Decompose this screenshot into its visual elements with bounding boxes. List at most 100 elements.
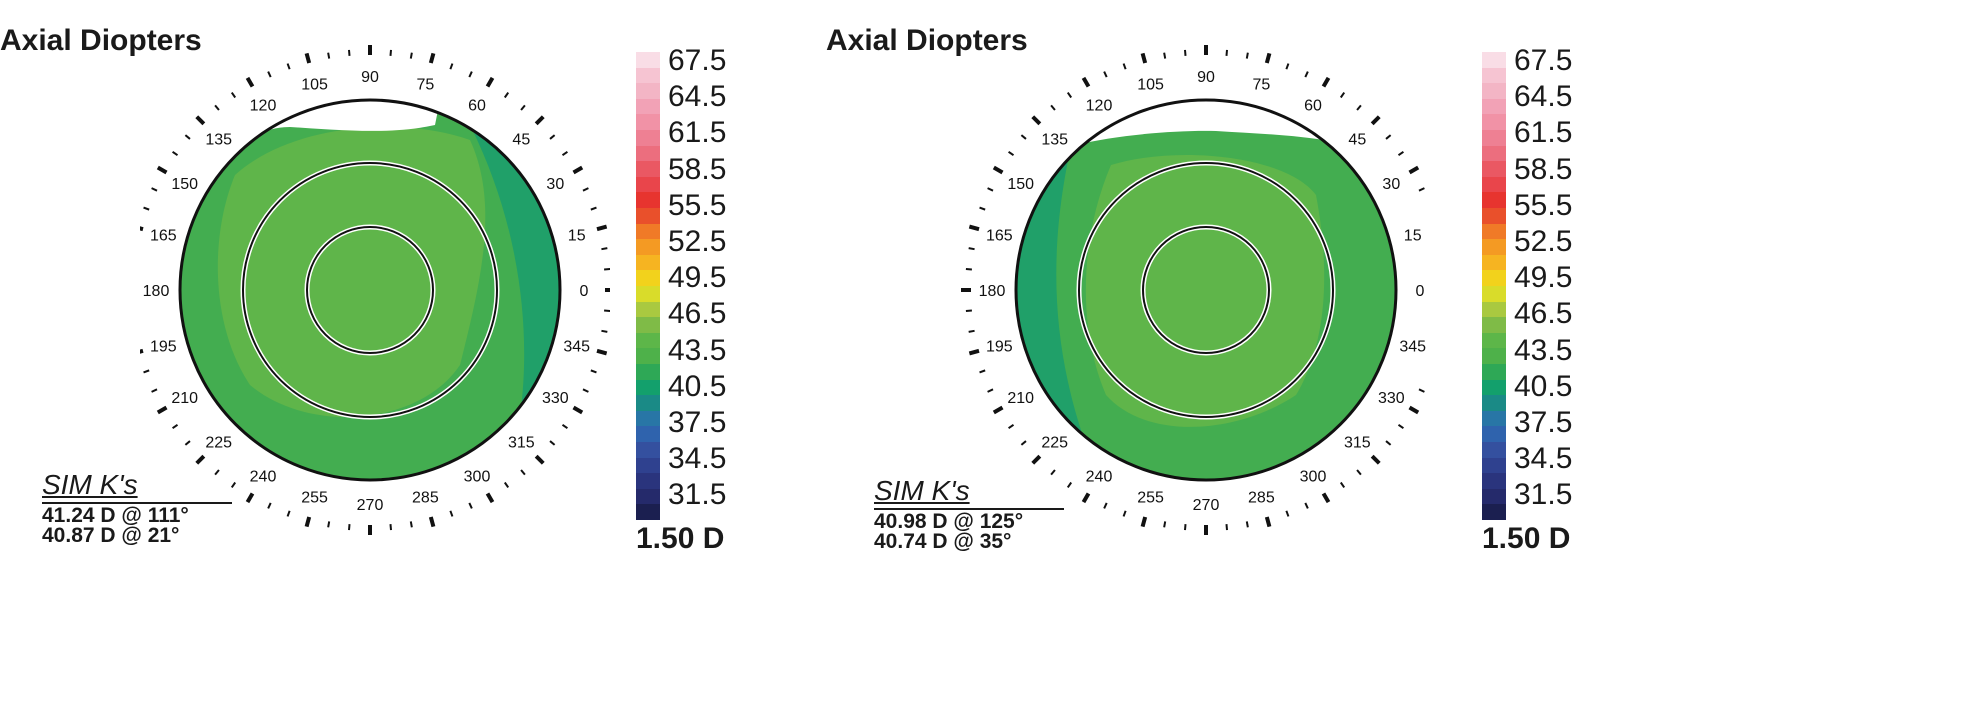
degree-label: 15 xyxy=(568,228,586,245)
scale-swatch xyxy=(1482,332,1506,349)
scale-step: 1.50 D xyxy=(636,522,725,555)
degree-tick xyxy=(485,492,495,504)
degree-label: 120 xyxy=(250,98,277,115)
degree-label: 105 xyxy=(1137,76,1164,93)
degree-label: 0 xyxy=(580,283,589,300)
scale-label: 58.5 xyxy=(668,152,727,186)
scale-swatch xyxy=(636,379,660,396)
corneal-topography-map: 0 15 30 45 60 75 90 105 120 135 150 165 180 195 210 225… xyxy=(140,45,610,535)
scale-swatch xyxy=(636,83,660,100)
degree-label: 15 xyxy=(1404,228,1422,245)
scale-label: 52.5 xyxy=(1514,225,1573,258)
degree-tick xyxy=(230,92,237,99)
degree-ticks xyxy=(140,45,610,535)
degree-tick xyxy=(151,187,158,192)
degree-tick xyxy=(534,454,545,465)
degree-tick xyxy=(409,52,413,59)
degree-tick xyxy=(1339,481,1346,488)
degree-tick xyxy=(1397,423,1404,430)
sim-k-heading: SIM K's xyxy=(42,469,138,500)
degree-label: 60 xyxy=(468,98,486,115)
scale-label: 55.5 xyxy=(668,188,727,222)
degree-tick xyxy=(267,71,272,78)
scale-swatch xyxy=(636,161,660,178)
scale-swatch xyxy=(636,145,660,162)
sim-k-readout: SIM K's 40.98 D @ 125° 40.74 D @ 35° xyxy=(874,476,1064,552)
degree-tick xyxy=(1304,71,1309,78)
degree-label: 135 xyxy=(205,132,232,149)
scale-swatch xyxy=(1482,442,1506,459)
degree-tick xyxy=(968,247,975,251)
degree-tick xyxy=(1163,521,1167,528)
degree-tick xyxy=(987,187,994,192)
degree-label: 225 xyxy=(205,434,232,451)
sim-k-flat: 40.74 D @ 35° xyxy=(874,530,1012,553)
scale-swatch xyxy=(1482,161,1506,178)
sim-k-heading: SIM K's xyxy=(874,475,970,506)
scale-swatch xyxy=(636,457,660,474)
degree-tick xyxy=(520,104,526,111)
degree-tick xyxy=(286,510,291,517)
degree-labels: 0 15 30 45 60 75 90 105 120 135 150 165 180 195 210 225… xyxy=(143,69,591,514)
scale-swatch xyxy=(636,348,660,365)
scale-swatch xyxy=(1482,192,1506,209)
degree-tick xyxy=(582,187,589,192)
degree-label: 135 xyxy=(1041,132,1068,149)
degree-label: 210 xyxy=(1007,390,1034,407)
map-title: Axial Diopters xyxy=(0,24,202,57)
degree-tick xyxy=(1385,134,1392,140)
scale-label: 49.5 xyxy=(668,261,727,295)
left-map-panel: Axial Diopters 0 15 30 45 60 75 90 105 120 135 150… xyxy=(0,24,727,555)
scale-label: 64.5 xyxy=(668,80,727,114)
scale-swatch xyxy=(636,473,660,490)
degree-tick xyxy=(1245,521,1249,528)
scale-swatch xyxy=(1482,379,1506,396)
degree-tick xyxy=(214,469,220,476)
scale-swatch xyxy=(636,67,660,84)
degree-tick xyxy=(549,440,556,446)
degree-tick xyxy=(520,469,526,476)
degree-tick xyxy=(549,134,556,140)
scale-swatch xyxy=(636,130,660,147)
degree-tick xyxy=(1081,76,1091,88)
degree-tick xyxy=(1050,104,1056,111)
scale-swatch xyxy=(1482,488,1506,505)
degree-tick xyxy=(503,481,510,488)
degree-tick xyxy=(1066,92,1073,99)
degree-tick xyxy=(968,348,980,356)
degree-tick xyxy=(151,388,158,393)
degree-tick xyxy=(1183,524,1187,531)
degree-tick xyxy=(1418,187,1425,192)
scale-swatch xyxy=(1482,410,1506,427)
scale-label: 52.5 xyxy=(668,225,727,258)
scale-swatch xyxy=(1482,286,1506,303)
degree-tick xyxy=(1385,440,1392,446)
scale-swatch xyxy=(1482,208,1506,225)
degree-tick xyxy=(965,267,972,271)
degree-tick xyxy=(590,206,597,211)
degree-label: 330 xyxy=(542,390,569,407)
degree-tick xyxy=(428,516,436,528)
degree-label: 30 xyxy=(546,176,564,193)
degree-label: 30 xyxy=(1382,176,1400,193)
scale-swatch xyxy=(636,332,660,349)
degree-tick xyxy=(1122,63,1127,70)
sim-k-readout: SIM K's 41.24 D @ 111° 40.87 D @ 21° xyxy=(42,470,232,546)
scale-label: 43.5 xyxy=(1514,333,1573,367)
degree-tick xyxy=(195,115,206,126)
degree-tick xyxy=(1370,115,1381,126)
scale-swatch xyxy=(1482,457,1506,474)
degree-tick xyxy=(1103,502,1108,509)
degree-label: 315 xyxy=(508,434,535,451)
degree-ticks xyxy=(961,45,1425,535)
degree-tick xyxy=(1408,405,1420,415)
degree-tick xyxy=(1103,71,1108,78)
degree-tick xyxy=(156,165,168,175)
degree-tick xyxy=(992,405,1004,415)
degree-label: 240 xyxy=(1086,468,1113,485)
scale-swatch xyxy=(636,98,660,115)
degree-tick xyxy=(1020,440,1027,446)
scale-swatch xyxy=(636,364,660,381)
scale-swatch xyxy=(1482,98,1506,115)
scale-label: 67.5 xyxy=(1514,44,1573,77)
